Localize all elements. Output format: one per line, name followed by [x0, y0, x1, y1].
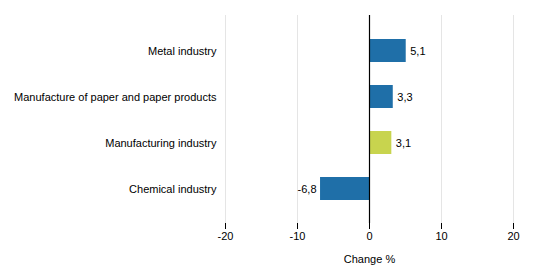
- svg-text:20: 20: [507, 230, 519, 242]
- svg-text:-6,8: -6,8: [298, 183, 317, 195]
- svg-text:Metal industry: Metal industry: [148, 45, 217, 57]
- svg-text:Chemical industry: Chemical industry: [129, 183, 217, 195]
- svg-text:10: 10: [435, 230, 447, 242]
- svg-text:Manufacturing industry: Manufacturing industry: [105, 137, 217, 149]
- svg-text:0: 0: [366, 230, 372, 242]
- svg-text:-10: -10: [290, 230, 306, 242]
- svg-text:3,1: 3,1: [396, 137, 411, 149]
- svg-text:Change %: Change %: [344, 253, 396, 265]
- svg-text:Manufacture of paper and paper: Manufacture of paper and paper products: [14, 91, 217, 103]
- svg-text:5,1: 5,1: [410, 45, 425, 57]
- svg-text:-20: -20: [218, 230, 234, 242]
- svg-text:3,3: 3,3: [397, 91, 412, 103]
